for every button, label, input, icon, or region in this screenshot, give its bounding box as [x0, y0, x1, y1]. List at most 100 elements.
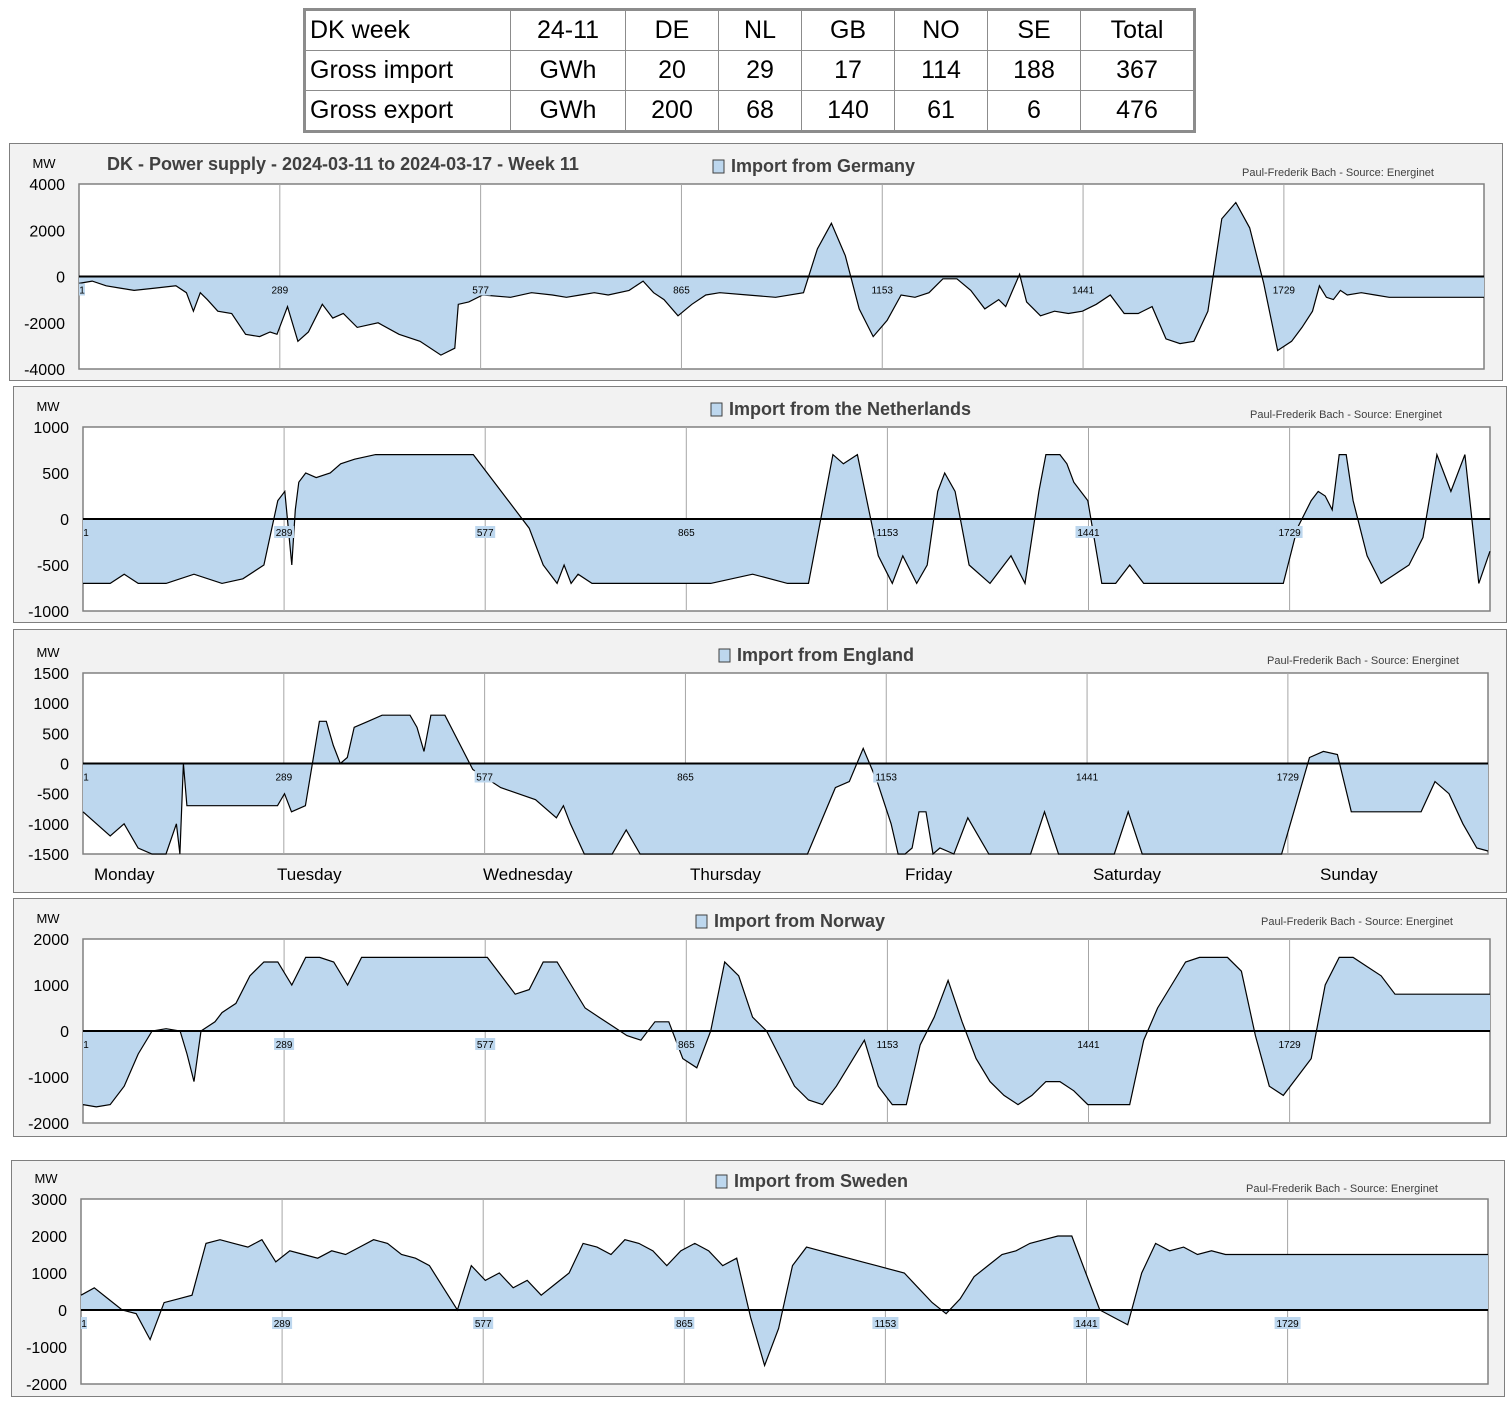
chart-netherlands: 1000 500 0 -500 -1000 MW 1 289 577 865 1153 1441 172…	[28, 399, 1491, 621]
day-label: Saturday	[1093, 865, 1162, 884]
x-tick-label: 289	[276, 528, 293, 539]
x-tick-label: 289	[271, 286, 288, 297]
series-line	[78, 201, 1484, 356]
x-tick-label: 865	[678, 1040, 695, 1051]
x-tick-label: 865	[677, 773, 694, 784]
panel-germany: 4000 2000 0 -2000 -4000 MW 1 289 577 865 1153 1441 1…	[9, 143, 1503, 381]
x-tick-bg	[83, 1038, 89, 1050]
series-area	[79, 202, 1484, 356]
chart-sweden: 3000 2000 1000 0 -1000 -2000 MW 1 289 577 865 1153 1…	[26, 1171, 1489, 1394]
panel-norway: 2000 1000 0 -1000 -2000 MW 1 289 577 865 1153 1441 1…	[13, 898, 1507, 1137]
series-line	[82, 956, 1490, 1108]
table-cell: GWh	[510, 90, 626, 132]
series-area	[83, 957, 1490, 1107]
x-tick-label: 577	[472, 286, 489, 297]
y-tick-label: 1000	[33, 696, 69, 713]
x-tick-label: 1153	[877, 1040, 899, 1051]
x-tick-label: 1153	[875, 773, 897, 784]
legend-label: Import from England	[737, 645, 914, 665]
unit-label: MW	[36, 399, 60, 414]
table-cell: 200	[625, 90, 719, 132]
credit-label: Paul-Frederik Bach - Source: Energinet	[1267, 655, 1459, 667]
table-cell: NL	[718, 9, 802, 51]
table-cell: Gross import	[304, 50, 511, 91]
table-cell: DK week	[304, 9, 511, 51]
y-tick-label: 0	[60, 1024, 69, 1041]
x-tick-label: 1153	[875, 1319, 897, 1330]
y-tick-label: 0	[60, 757, 69, 774]
x-tick-bg	[81, 1317, 87, 1329]
y-tick-label: 1000	[31, 1266, 67, 1283]
x-tick-label: 1	[83, 773, 89, 784]
x-tick-bg	[473, 1317, 494, 1329]
x-tick-label: 1729	[1276, 1319, 1299, 1330]
credit-label: Paul-Frederik Bach - Source: Energinet	[1246, 1183, 1438, 1195]
x-tick-bg	[83, 770, 89, 783]
series-line	[80, 1235, 1488, 1368]
summary-table: DK week 24-11 DE NL GB NO SE Total Gross import G…	[303, 8, 1196, 133]
y-tick-label: -2000	[24, 316, 65, 333]
credit-label: Paul-Frederik Bach - Source: Energinet	[1250, 409, 1442, 421]
y-tick-label: 1500	[33, 666, 69, 683]
y-tick-label: -4000	[24, 362, 65, 379]
x-tick-bg	[1274, 1317, 1301, 1329]
x-tick-bg	[272, 1317, 293, 1329]
credit-label: Paul-Frederik Bach - Source: Energinet	[1242, 167, 1434, 179]
table-cell: 140	[801, 90, 895, 132]
x-tick-label: 1441	[1077, 1040, 1100, 1051]
x-tick-label: 1153	[871, 286, 893, 297]
chart-england: 1500 1000 500 0 -500 -1000 -1500 MW 1 289 577 865 11…	[28, 645, 1489, 884]
x-tick-bg	[872, 1317, 899, 1329]
panel-england: 1500 1000 500 0 -500 -1000 -1500 MW 1 289 577 865 11…	[13, 629, 1507, 893]
table-cell: 20	[625, 50, 719, 91]
unit-label: MW	[36, 911, 60, 926]
table-header-row: DK week 24-11 DE NL GB NO SE Total	[304, 9, 1195, 51]
x-tick-label: 1441	[1076, 773, 1099, 784]
y-tick-label: 0	[60, 512, 69, 529]
y-tick-label: 3000	[31, 1192, 67, 1209]
y-tick-label: -500	[37, 558, 69, 575]
y-tick-label: -1000	[28, 1070, 69, 1087]
series-area	[83, 715, 1488, 854]
x-tick-label: 577	[477, 528, 494, 539]
table-cell: 61	[894, 90, 988, 132]
y-tick-label: -500	[37, 787, 69, 804]
x-tick-label: 1441	[1077, 528, 1100, 539]
x-tick-label: 577	[476, 773, 493, 784]
x-tick-label: 289	[276, 1040, 293, 1051]
table-cell: DE	[625, 9, 719, 51]
x-tick-label: 865	[673, 286, 690, 297]
legend-swatch	[718, 648, 731, 663]
x-tick-bg	[274, 526, 295, 538]
x-tick-bg	[79, 283, 85, 296]
x-tick-bg	[470, 283, 491, 296]
table-cell: 17	[801, 50, 895, 91]
x-tick-label: 577	[475, 1319, 492, 1330]
y-tick-label: 2000	[31, 1229, 67, 1246]
y-tick-label: 0	[58, 1303, 67, 1320]
legend-swatch	[695, 914, 708, 929]
x-tick-bg	[274, 1038, 295, 1050]
table-row: Gross import GWh 20 29 17 114 188 367	[304, 50, 1195, 91]
table-cell: 24-11	[510, 9, 626, 51]
day-label: Monday	[94, 865, 155, 884]
table-cell: GWh	[510, 50, 626, 91]
table-cell: 29	[718, 50, 802, 91]
y-tick-label: 0	[56, 270, 65, 287]
legend-swatch	[712, 159, 725, 174]
series-line	[83, 452, 1491, 586]
legend-label: Import from Sweden	[734, 1171, 908, 1191]
x-tick-bg	[1270, 283, 1297, 296]
y-tick-label: 4000	[29, 177, 65, 194]
x-tick-label: 1	[79, 286, 85, 297]
x-tick-label: 577	[477, 1040, 494, 1051]
x-tick-bg	[1074, 770, 1101, 783]
table-cell: 6	[987, 90, 1081, 132]
panel-sweden: 3000 2000 1000 0 -1000 -2000 MW 1 289 577 865 1153 1…	[11, 1160, 1505, 1397]
table-cell: NO	[894, 9, 988, 51]
x-tick-bg	[674, 1317, 695, 1329]
chart-germany: 4000 2000 0 -2000 -4000 MW 1 289 577 865 1153 1441 1…	[24, 154, 1485, 379]
table-cell: 114	[894, 50, 988, 91]
x-tick-label: 289	[275, 773, 292, 784]
x-tick-label: 1729	[1277, 773, 1300, 784]
